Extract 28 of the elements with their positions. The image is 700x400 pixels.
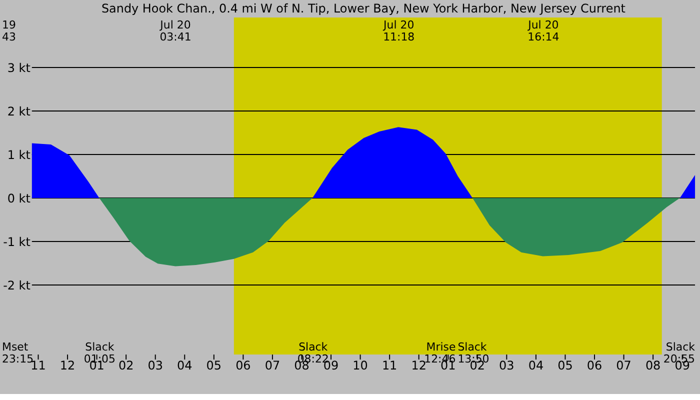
chart-title: Sandy Hook Chan., 0.4 mi W of N. Tip, Lower Bay, New York Harbor, New Jersey Current: [101, 2, 626, 16]
x-tick-label: 12: [60, 358, 76, 373]
annotation: Mset 23:15: [2, 340, 34, 366]
x-tick-label: 05: [558, 358, 573, 373]
x-tick-label: 10: [352, 358, 368, 373]
y-tick-label: 3 kt: [7, 61, 31, 76]
x-tick-label: 07: [264, 358, 280, 373]
y-tick-label: 1 kt: [7, 148, 31, 162]
annotation: Jul 20 03:41: [159, 18, 192, 44]
x-tick-label: 07: [616, 358, 632, 373]
x-tick-label: 12: [411, 358, 426, 373]
y-tick-label: 2 kt: [7, 104, 31, 118]
text: 19 43: [2, 18, 16, 44]
x-tick-label: 02: [118, 358, 134, 373]
x-tick-label: 05: [206, 358, 222, 373]
x-tick-label: 04: [177, 358, 192, 373]
x-tick-label: 03: [499, 358, 514, 373]
y-tick-label: -1 kt: [3, 234, 31, 249]
x-tick-label: 11: [382, 358, 398, 373]
y-tick-label: 0 kt: [7, 191, 31, 206]
annotation: Jul 20 11:18: [382, 18, 415, 44]
x-tick-label: 03: [148, 358, 163, 373]
x-tick-label: 08: [645, 358, 661, 373]
x-tick-label: 04: [528, 358, 544, 373]
annotation: Jul 20 16:14: [527, 18, 560, 44]
y-tick-label: -2 kt: [3, 278, 31, 292]
x-tick-label: 06: [236, 358, 251, 373]
x-tick-label: 06: [586, 358, 602, 373]
